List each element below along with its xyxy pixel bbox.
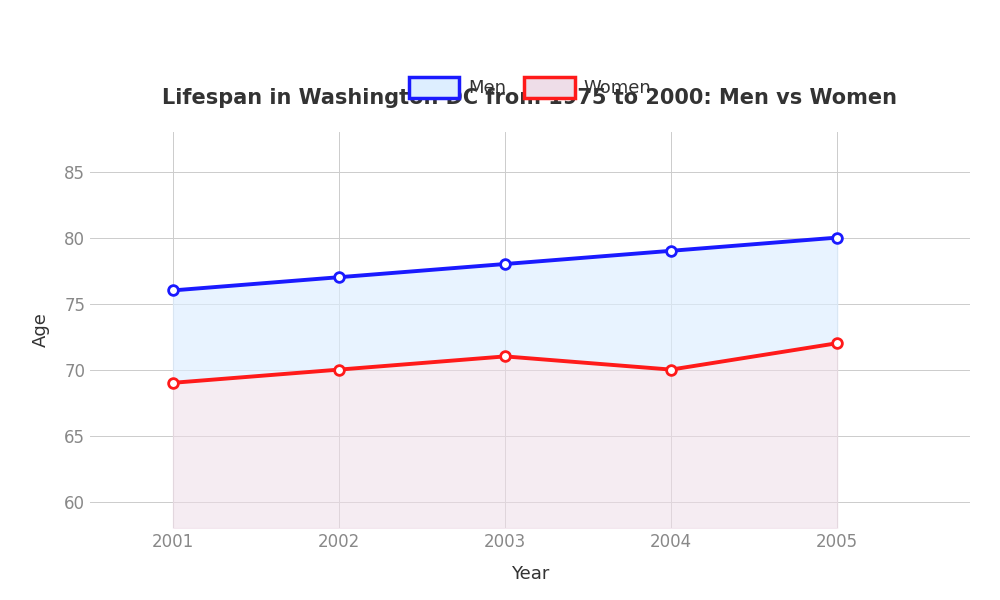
Title: Lifespan in Washington DC from 1975 to 2000: Men vs Women: Lifespan in Washington DC from 1975 to 2… bbox=[162, 88, 898, 108]
X-axis label: Year: Year bbox=[511, 565, 549, 583]
Y-axis label: Age: Age bbox=[32, 313, 50, 347]
Legend: Men, Women: Men, Women bbox=[401, 70, 659, 105]
